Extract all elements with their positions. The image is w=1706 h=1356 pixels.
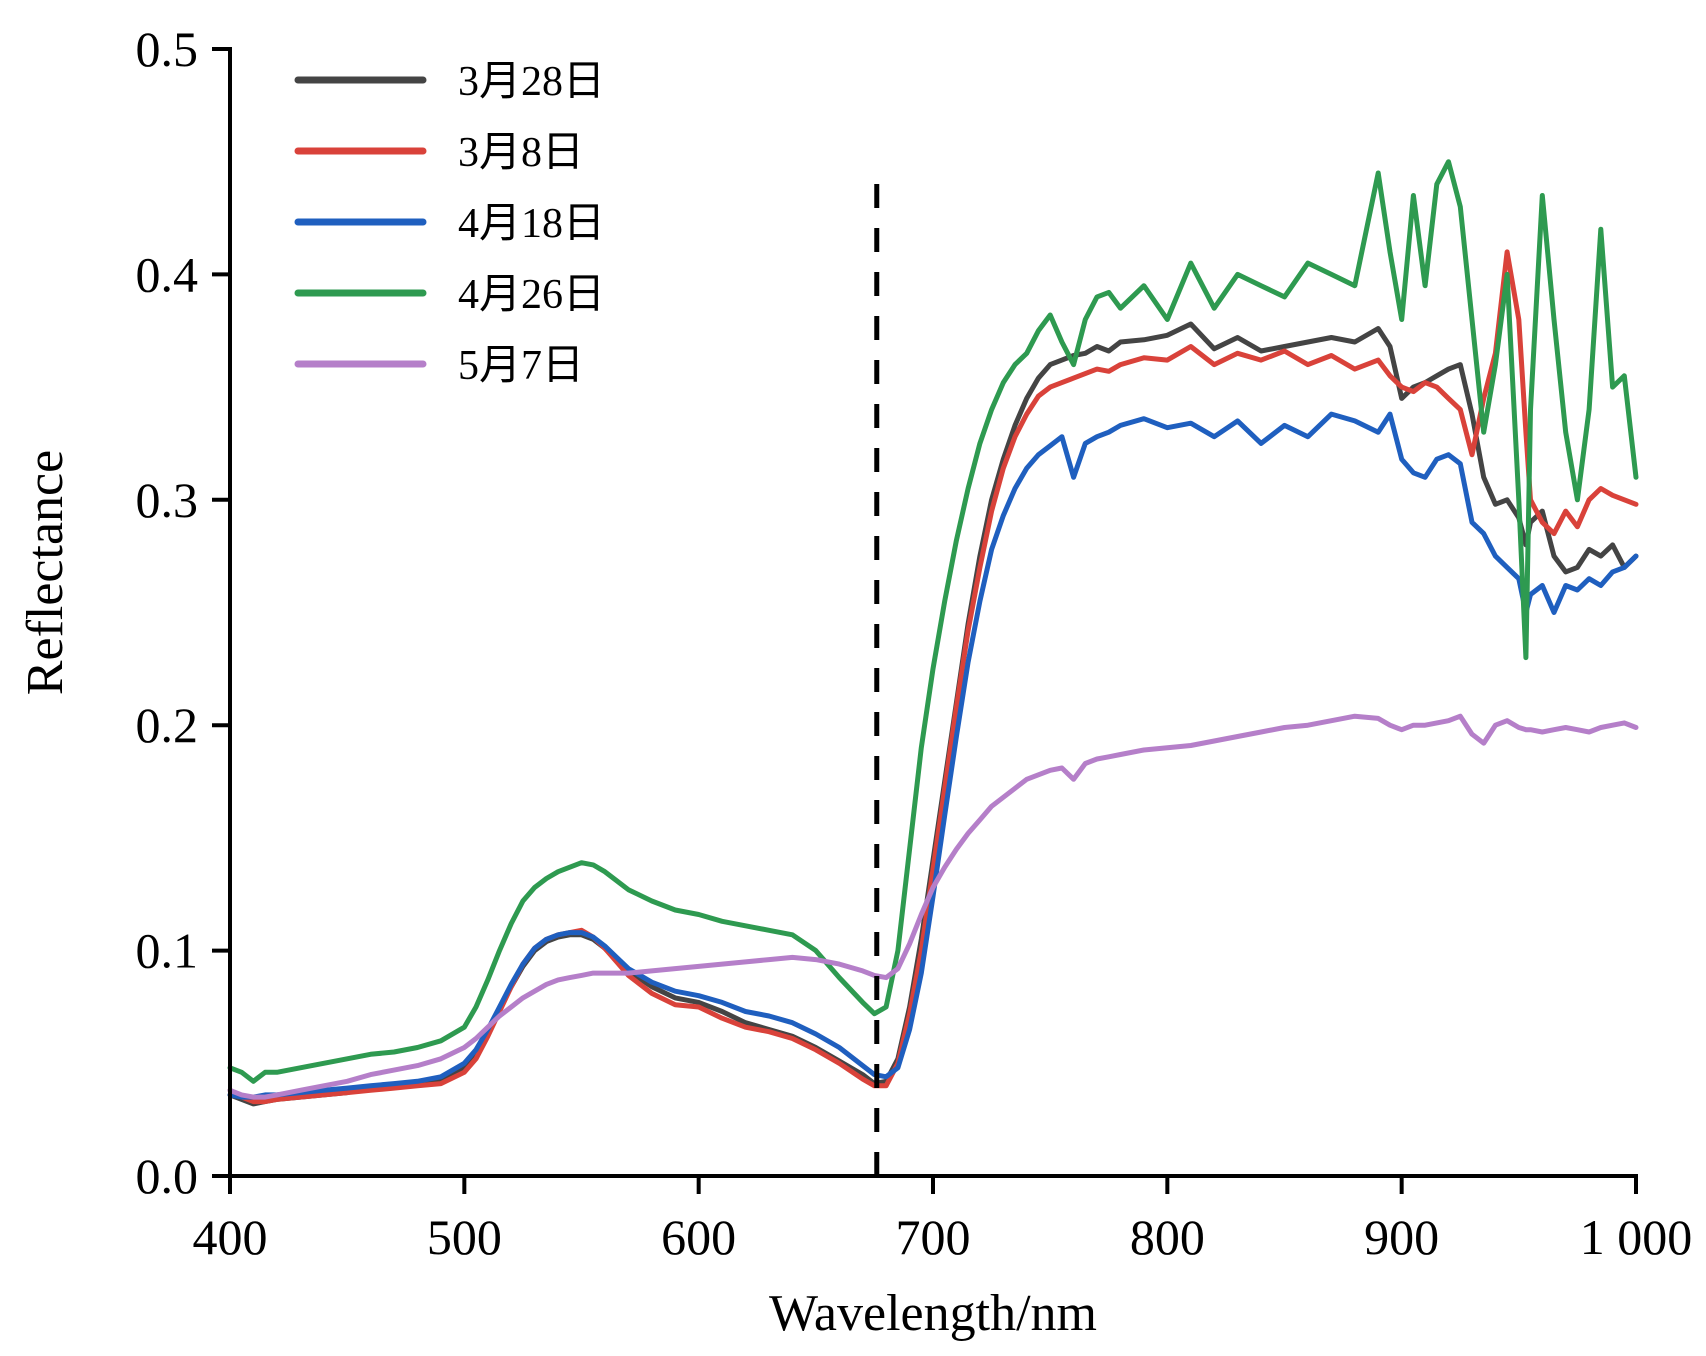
x-tick-label: 400 [193,1209,268,1265]
series-layer [227,159,1639,1107]
y-tick-label: 0.0 [136,1148,199,1204]
series-line-4 [227,159,1639,1084]
y-tick-label: 0.5 [136,21,199,77]
x-ticks: 400 500 600 700 800 900 1 000 [193,1176,1693,1265]
series-line-5 [227,713,1639,1100]
legend-label: 5月7日 [458,343,584,389]
legend-label: 4月26日 [458,272,605,318]
series-line-3 [227,411,1639,1100]
y-tick-label: 0.3 [136,472,199,528]
y-axis-title: Reflectance [17,450,74,695]
x-tick-label: 600 [661,1209,736,1265]
series-line-1 [227,321,1639,1107]
x-tick-label: 800 [1130,1209,1205,1265]
x-axis-title: Wavelength/nm [769,1285,1097,1342]
axes [228,47,1638,1178]
y-tick-label: 0.2 [136,697,199,753]
y-tick-label: 0.1 [136,923,199,979]
legend-label: 3月28日 [458,59,605,105]
y-tick-label: 0.4 [136,246,199,302]
legend: 3月28日 3月8日 4月18日 4月26日 5月7日 [294,59,605,389]
legend-label: 3月8日 [458,130,584,176]
x-tick-label: 900 [1364,1209,1439,1265]
x-tick-label: 500 [427,1209,502,1265]
legend-label: 4月18日 [458,201,605,247]
x-tick-label: 1 000 [1580,1209,1693,1265]
x-tick-label: 700 [896,1209,971,1265]
y-ticks: 0.0 0.1 0.2 0.3 0.4 0.5 [136,21,230,1204]
